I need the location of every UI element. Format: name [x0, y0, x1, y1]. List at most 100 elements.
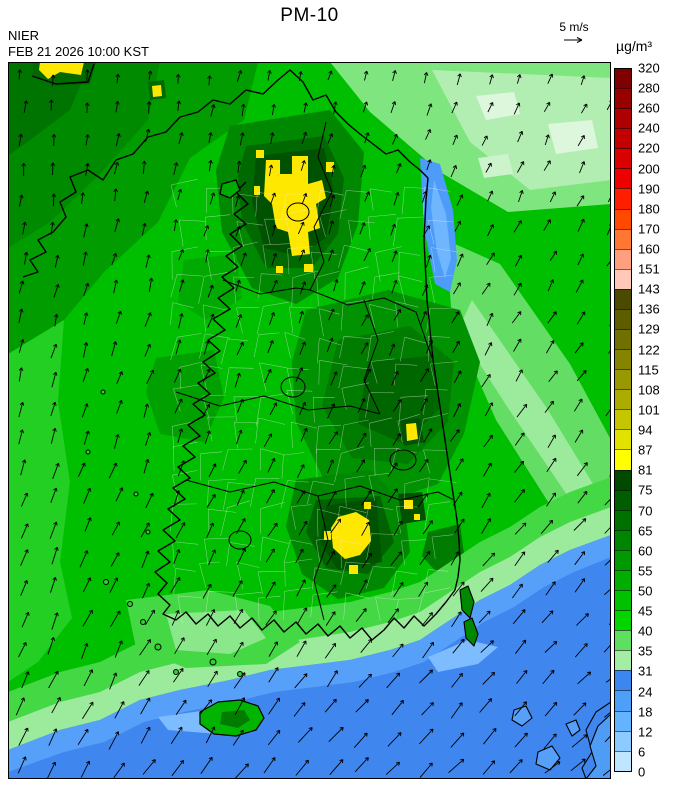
legend-tick-label: 240 [638, 120, 660, 136]
wind-arrow-icon [142, 759, 156, 775]
wind-arrow-icon [544, 400, 554, 413]
wind-arrow-icon [77, 728, 89, 745]
wind-arrow-icon [514, 522, 527, 535]
wind-arrow-icon [234, 372, 241, 388]
wind-arrow-icon [574, 342, 584, 354]
wind-arrow-icon [422, 641, 434, 659]
wind-arrow-icon [426, 159, 432, 171]
wind-arrow-icon [423, 428, 433, 443]
color-scale-bar [614, 68, 632, 772]
wind-arrow-icon [82, 701, 94, 719]
wind-arrow-icon [327, 670, 338, 688]
wind-arrow-icon [455, 458, 464, 471]
wind-arrow-icon [83, 312, 89, 325]
wind-arrow-icon [49, 521, 58, 539]
wind-arrow-icon [422, 520, 433, 535]
pm10-concentration-map-svg [8, 62, 621, 780]
legend-color-band [615, 750, 631, 771]
wind-arrow-icon [200, 756, 213, 774]
wind-arrow-icon [173, 219, 179, 231]
wind-arrow-icon [575, 279, 584, 293]
wind-arrow-icon [20, 492, 29, 507]
wind-arrow-icon [576, 613, 589, 626]
legend-tick-label: 200 [638, 161, 660, 177]
wind-arrow-icon [294, 673, 308, 689]
wind-arrow-icon [393, 520, 403, 536]
legend-tick-label: 220 [638, 140, 660, 156]
wind-arrow-icon [21, 611, 30, 628]
wind-arrow-icon [266, 489, 275, 504]
wind-arrow-icon [83, 282, 90, 297]
wind-arrow-icon [205, 609, 216, 626]
wind-arrow-icon [546, 340, 555, 354]
legend-tick-label: 136 [638, 301, 660, 317]
wind-arrow-icon [171, 610, 180, 626]
wind-arrow-icon [574, 398, 583, 412]
wind-arrow-icon [456, 194, 464, 206]
wind-arrow-icon [393, 191, 400, 206]
wind-arrow-icon [355, 699, 369, 713]
wind-arrow-icon [391, 250, 398, 263]
wind-arrow-icon [238, 459, 247, 474]
wind-arrow-icon [574, 429, 584, 443]
wind-arrow-icon [51, 546, 59, 565]
wind-arrow-icon [420, 397, 428, 412]
wind-arrow-icon [487, 224, 494, 237]
wind-arrow-icon [392, 70, 397, 82]
wind-arrow-icon [483, 462, 492, 477]
wind-arrow-icon [296, 490, 306, 504]
wind-arrow-icon [143, 190, 150, 203]
wind-arrow-icon [516, 403, 528, 418]
wind-arrow-icon [547, 73, 554, 84]
wind-arrow-icon [208, 132, 213, 143]
wind-arrow-icon [235, 279, 241, 292]
page-title: PM-10 [280, 5, 339, 26]
wind-arrow-icon [547, 434, 556, 448]
wind-arrow-icon [144, 343, 152, 357]
wind-arrow-icon [389, 343, 396, 356]
wind-arrow-icon [514, 732, 528, 748]
wind-arrow-icon [50, 576, 57, 593]
wind-arrow-icon [360, 638, 373, 653]
wind-arrow-icon [419, 550, 431, 565]
wind-arrow-icon [331, 164, 336, 178]
wind-arrow-icon [18, 308, 24, 324]
wind-arrow-icon [487, 190, 494, 202]
wind-arrow-icon [326, 584, 337, 598]
wind-arrow-icon [481, 373, 491, 388]
wind-arrow-icon [268, 641, 279, 657]
wind-arrow-icon [581, 103, 588, 114]
legend-tick-label: 35 [638, 643, 653, 659]
wind-arrow-icon [145, 254, 151, 268]
wind-arrow-icon [178, 132, 184, 145]
wind-arrow-icon [179, 279, 185, 292]
wind-arrow-icon [450, 702, 463, 719]
wind-arrow-icon [208, 549, 217, 566]
wind-arrow-icon [359, 222, 366, 235]
wind-arrow-icon [452, 638, 465, 654]
wind-arrow-icon [235, 429, 243, 445]
wind-arrow-icon [239, 132, 245, 146]
wind-arrow-icon [144, 312, 152, 327]
wind-arrow-icon [109, 577, 119, 593]
wind-arrow-icon [451, 101, 458, 114]
wind-arrow-icon [85, 69, 90, 81]
legend-color-band [615, 710, 631, 731]
wind-arrow-icon [298, 310, 305, 324]
wind-arrow-icon [515, 254, 523, 267]
wind-arrow-icon [577, 490, 588, 504]
wind-arrow-icon [85, 163, 90, 177]
wind-arrow-icon [451, 672, 463, 688]
wind-arrow-icon [296, 464, 305, 478]
wind-arrow-icon [327, 459, 335, 474]
wind-arrow-icon [391, 699, 404, 716]
wind-arrow-icon [574, 551, 586, 566]
wind-arrow-icon [207, 313, 215, 328]
wind-arrow-icon [512, 583, 523, 599]
legend-tick-label: 122 [638, 342, 660, 358]
wind-arrow-icon [329, 759, 344, 775]
province-boundaries-layer [175, 121, 455, 621]
wind-arrow-icon [268, 667, 279, 683]
wind-arrow-icon [547, 549, 559, 563]
